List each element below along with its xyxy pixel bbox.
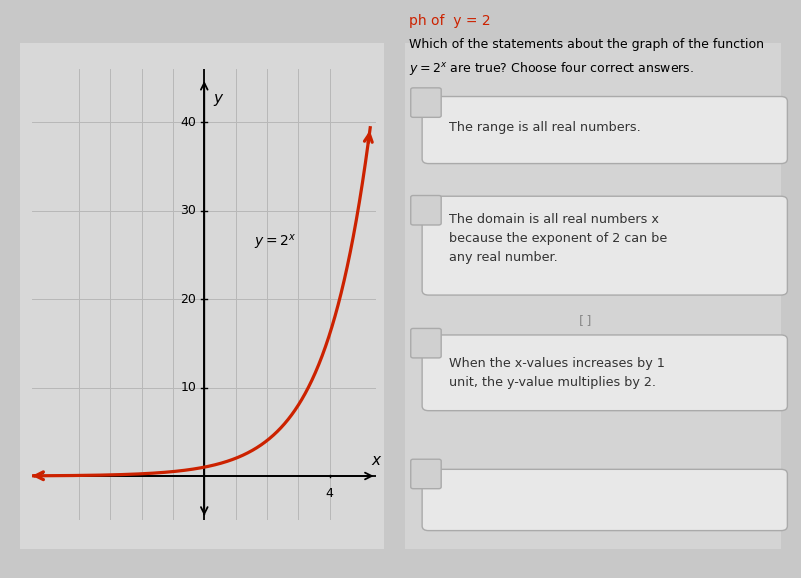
Text: $y = 2^x$: $y = 2^x$ (255, 232, 296, 251)
Text: ph of  y = 2: ph of y = 2 (409, 14, 490, 28)
Text: [ ]: [ ] (578, 314, 591, 327)
Text: Which of the statements about the graph of the function: Which of the statements about the graph … (409, 38, 763, 50)
Text: unit, the y-value multiplies by 2.: unit, the y-value multiplies by 2. (449, 376, 655, 388)
Text: $y = 2^x$ are true? Choose four correct answers.: $y = 2^x$ are true? Choose four correct … (409, 60, 694, 76)
Text: any real number.: any real number. (449, 251, 557, 264)
Text: because the exponent of 2 can be: because the exponent of 2 can be (449, 232, 666, 245)
Text: 20: 20 (180, 292, 196, 306)
Text: 30: 30 (180, 204, 196, 217)
Text: When the x-values increases by 1: When the x-values increases by 1 (449, 357, 665, 369)
Text: x: x (372, 453, 380, 468)
Text: 4: 4 (325, 487, 333, 499)
Text: The range is all real numbers.: The range is all real numbers. (449, 121, 640, 134)
Text: y: y (214, 91, 223, 106)
Text: 40: 40 (180, 116, 196, 129)
Text: 10: 10 (180, 381, 196, 394)
Text: The domain is all real numbers x: The domain is all real numbers x (449, 213, 658, 226)
